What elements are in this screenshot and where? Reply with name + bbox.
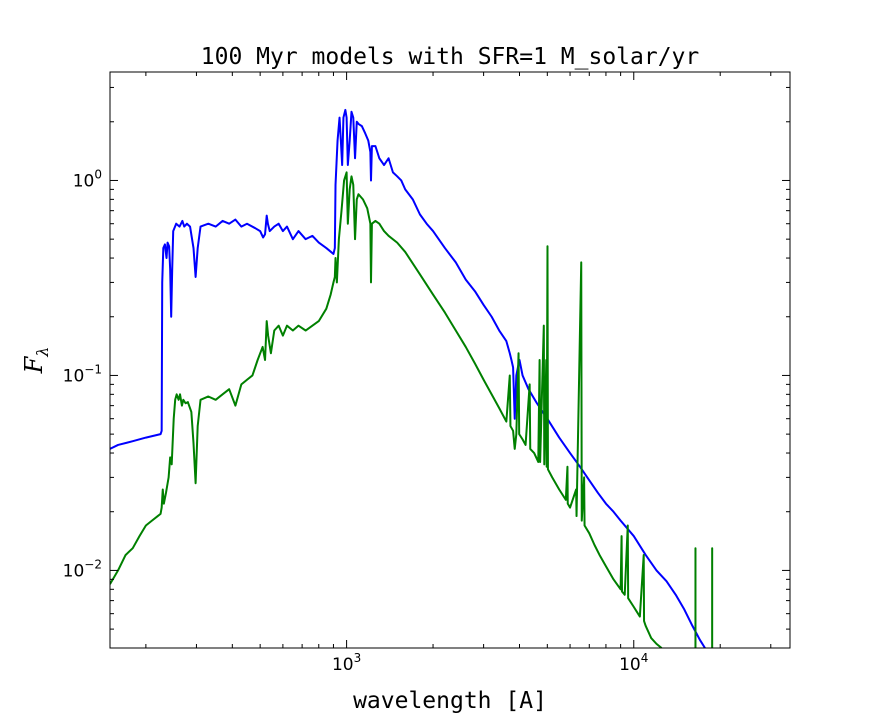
x-tick-label: 103 [332, 651, 361, 675]
y-axis-label-main: F [20, 355, 48, 374]
axis-ticks: 103 104 10−2 10−1 100 [63, 72, 790, 675]
y-tick-label: 10−1 [63, 362, 102, 386]
x-tick-label: 104 [619, 651, 648, 675]
y-tick-label: 100 [73, 167, 102, 191]
series-line-2 [110, 171, 663, 648]
y-tick-label: 10−2 [63, 557, 102, 581]
plot-area [110, 108, 714, 648]
series-line-1 [110, 108, 706, 648]
y-axis-label: Fλ [20, 347, 52, 375]
axes-frame [109, 71, 791, 649]
y-axis-label-subscript: λ [33, 347, 52, 358]
x-axis-label: wavelength [A] [353, 688, 547, 714]
chart-title: 100 Myr models with SFR=1 M_solar/yr [201, 44, 700, 70]
